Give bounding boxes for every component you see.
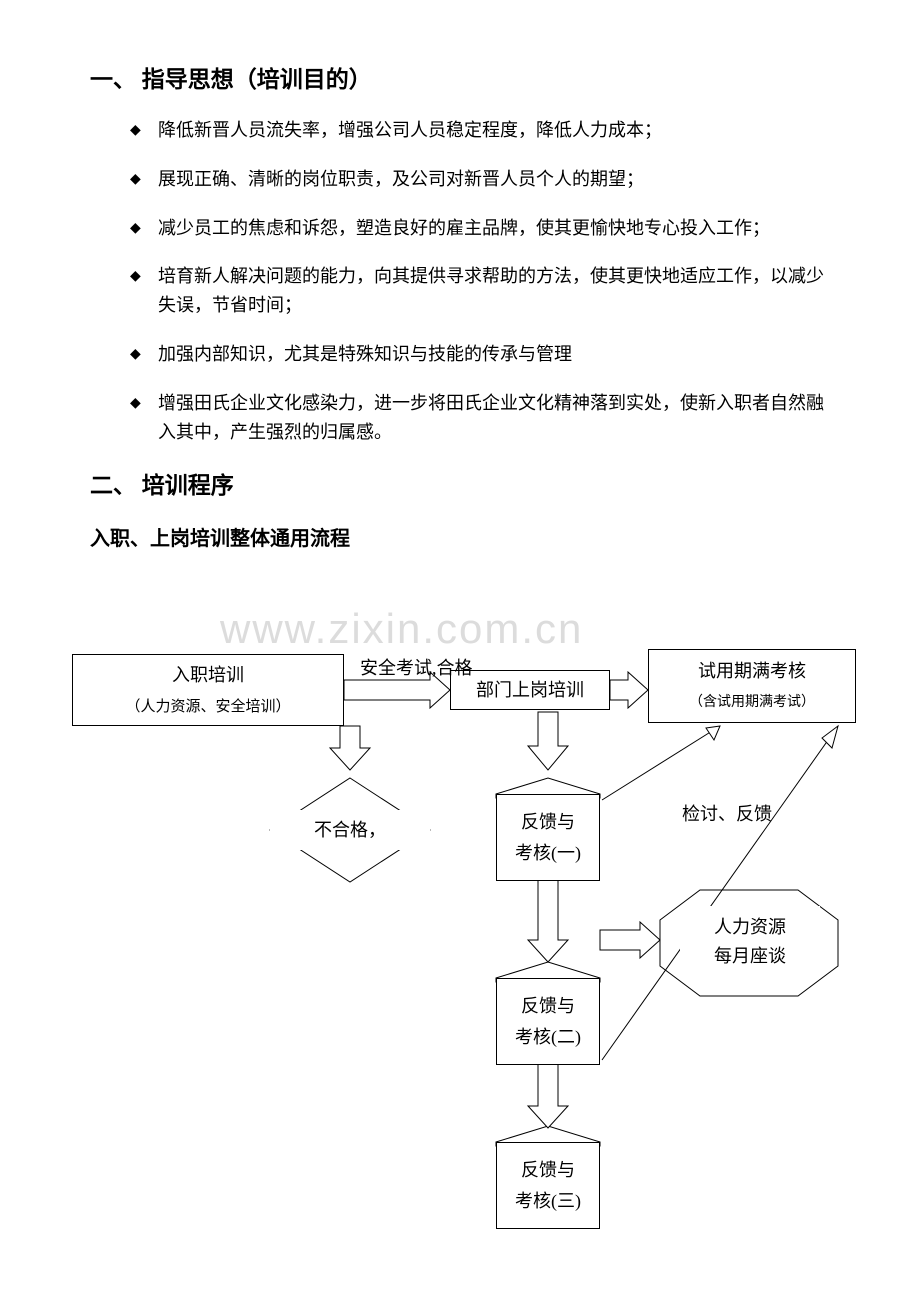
node-line2: 考核(三) bbox=[503, 1186, 593, 1217]
node-subtitle: （含试用期满考试） bbox=[689, 692, 815, 714]
diamond-icon: ◆ bbox=[130, 120, 141, 142]
node-line1: 反馈与 bbox=[503, 991, 593, 1022]
bullet-text: 增强田氏企业文化感染力，进一步将田氏企业文化精神落到实处，使新入职者自然融入其中… bbox=[158, 393, 824, 442]
bullet-item: ◆ 加强内部知识，尤其是特殊知识与技能的传承与管理 bbox=[130, 340, 830, 369]
node-subtitle: （人力资源、安全培训） bbox=[125, 695, 290, 719]
node-fail: 不合格， bbox=[270, 810, 430, 850]
diamond-icon: ◆ bbox=[130, 266, 141, 288]
node-line1: 人力资源 bbox=[714, 913, 786, 942]
node-line1: 反馈与 bbox=[503, 1155, 593, 1186]
bullet-text: 减少员工的焦虑和诉怨，塑造良好的雇主品牌，使其更愉快地专心投入工作； bbox=[158, 218, 770, 238]
flowchart: 入职培训 （人力资源、安全培训） 部门上岗培训 试用期满考核 （含试用期满考试）… bbox=[0, 620, 920, 1300]
section-2-heading: 二、 培训程序 bbox=[90, 466, 830, 500]
bullet-item: ◆ 增强田氏企业文化感染力，进一步将田氏企业文化精神落到实处，使新入职者自然融入其… bbox=[130, 389, 830, 447]
edge-label-review: 检讨、反馈 bbox=[682, 800, 772, 826]
node-label: 不合格， bbox=[314, 816, 386, 845]
bullet-item: ◆ 降低新晋人员流失率，增强公司人员稳定程度，降低人力成本； bbox=[130, 116, 830, 145]
node-line2: 考核(一) bbox=[503, 838, 593, 869]
node-title: 试用期满考核 bbox=[698, 657, 806, 686]
diamond-icon: ◆ bbox=[130, 344, 141, 366]
node-feedback-3: 反馈与 考核(三) bbox=[496, 1142, 600, 1229]
node-entry-training: 入职培训 （人力资源、安全培训） bbox=[72, 654, 344, 726]
node-line2: 考核(二) bbox=[503, 1022, 593, 1053]
node-feedback-2: 反馈与 考核(二) bbox=[496, 978, 600, 1065]
diamond-icon: ◆ bbox=[130, 393, 141, 415]
bullet-text: 展现正确、清晰的岗位职责，及公司对新晋人员个人的期望； bbox=[158, 169, 644, 189]
diamond-icon: ◆ bbox=[130, 218, 141, 240]
node-line1: 反馈与 bbox=[503, 807, 593, 838]
edge-label-pass: 安全考试,合格 bbox=[360, 654, 473, 680]
node-probation-review: 试用期满考核 （含试用期满考试） bbox=[648, 649, 856, 723]
diamond-icon: ◆ bbox=[130, 169, 141, 191]
bullet-text: 降低新晋人员流失率，增强公司人员稳定程度，降低人力成本； bbox=[158, 120, 662, 140]
bullet-item: ◆ 减少员工的焦虑和诉怨，塑造良好的雇主品牌，使其更愉快地专心投入工作； bbox=[130, 214, 830, 243]
bullet-text: 加强内部知识，尤其是特殊知识与技能的传承与管理 bbox=[158, 344, 572, 364]
node-hr-meeting: 人力资源 每月座谈 bbox=[680, 906, 820, 978]
bullet-list: ◆ 降低新晋人员流失率，增强公司人员稳定程度，降低人力成本； ◆ 展现正确、清晰的岗… bbox=[90, 116, 830, 446]
node-feedback-1: 反馈与 考核(一) bbox=[496, 794, 600, 881]
bullet-text: 培育新人解决问题的能力，向其提供寻求帮助的方法，使其更快地适应工作，以减少失误，… bbox=[158, 266, 824, 315]
section-1-heading: 一、 指导思想（培训目的） bbox=[90, 60, 830, 94]
node-label: 部门上岗培训 bbox=[476, 676, 584, 705]
section-2-subheading: 入职、上岗培训整体通用流程 bbox=[90, 522, 830, 551]
node-title: 入职培训 bbox=[172, 661, 244, 690]
bullet-item: ◆ 培育新人解决问题的能力，向其提供寻求帮助的方法，使其更快地适应工作，以减少失误… bbox=[130, 262, 830, 320]
node-line2: 每月座谈 bbox=[714, 942, 786, 971]
bullet-item: ◆ 展现正确、清晰的岗位职责，及公司对新晋人员个人的期望； bbox=[130, 165, 830, 194]
node-dept-training: 部门上岗培训 bbox=[450, 670, 610, 710]
